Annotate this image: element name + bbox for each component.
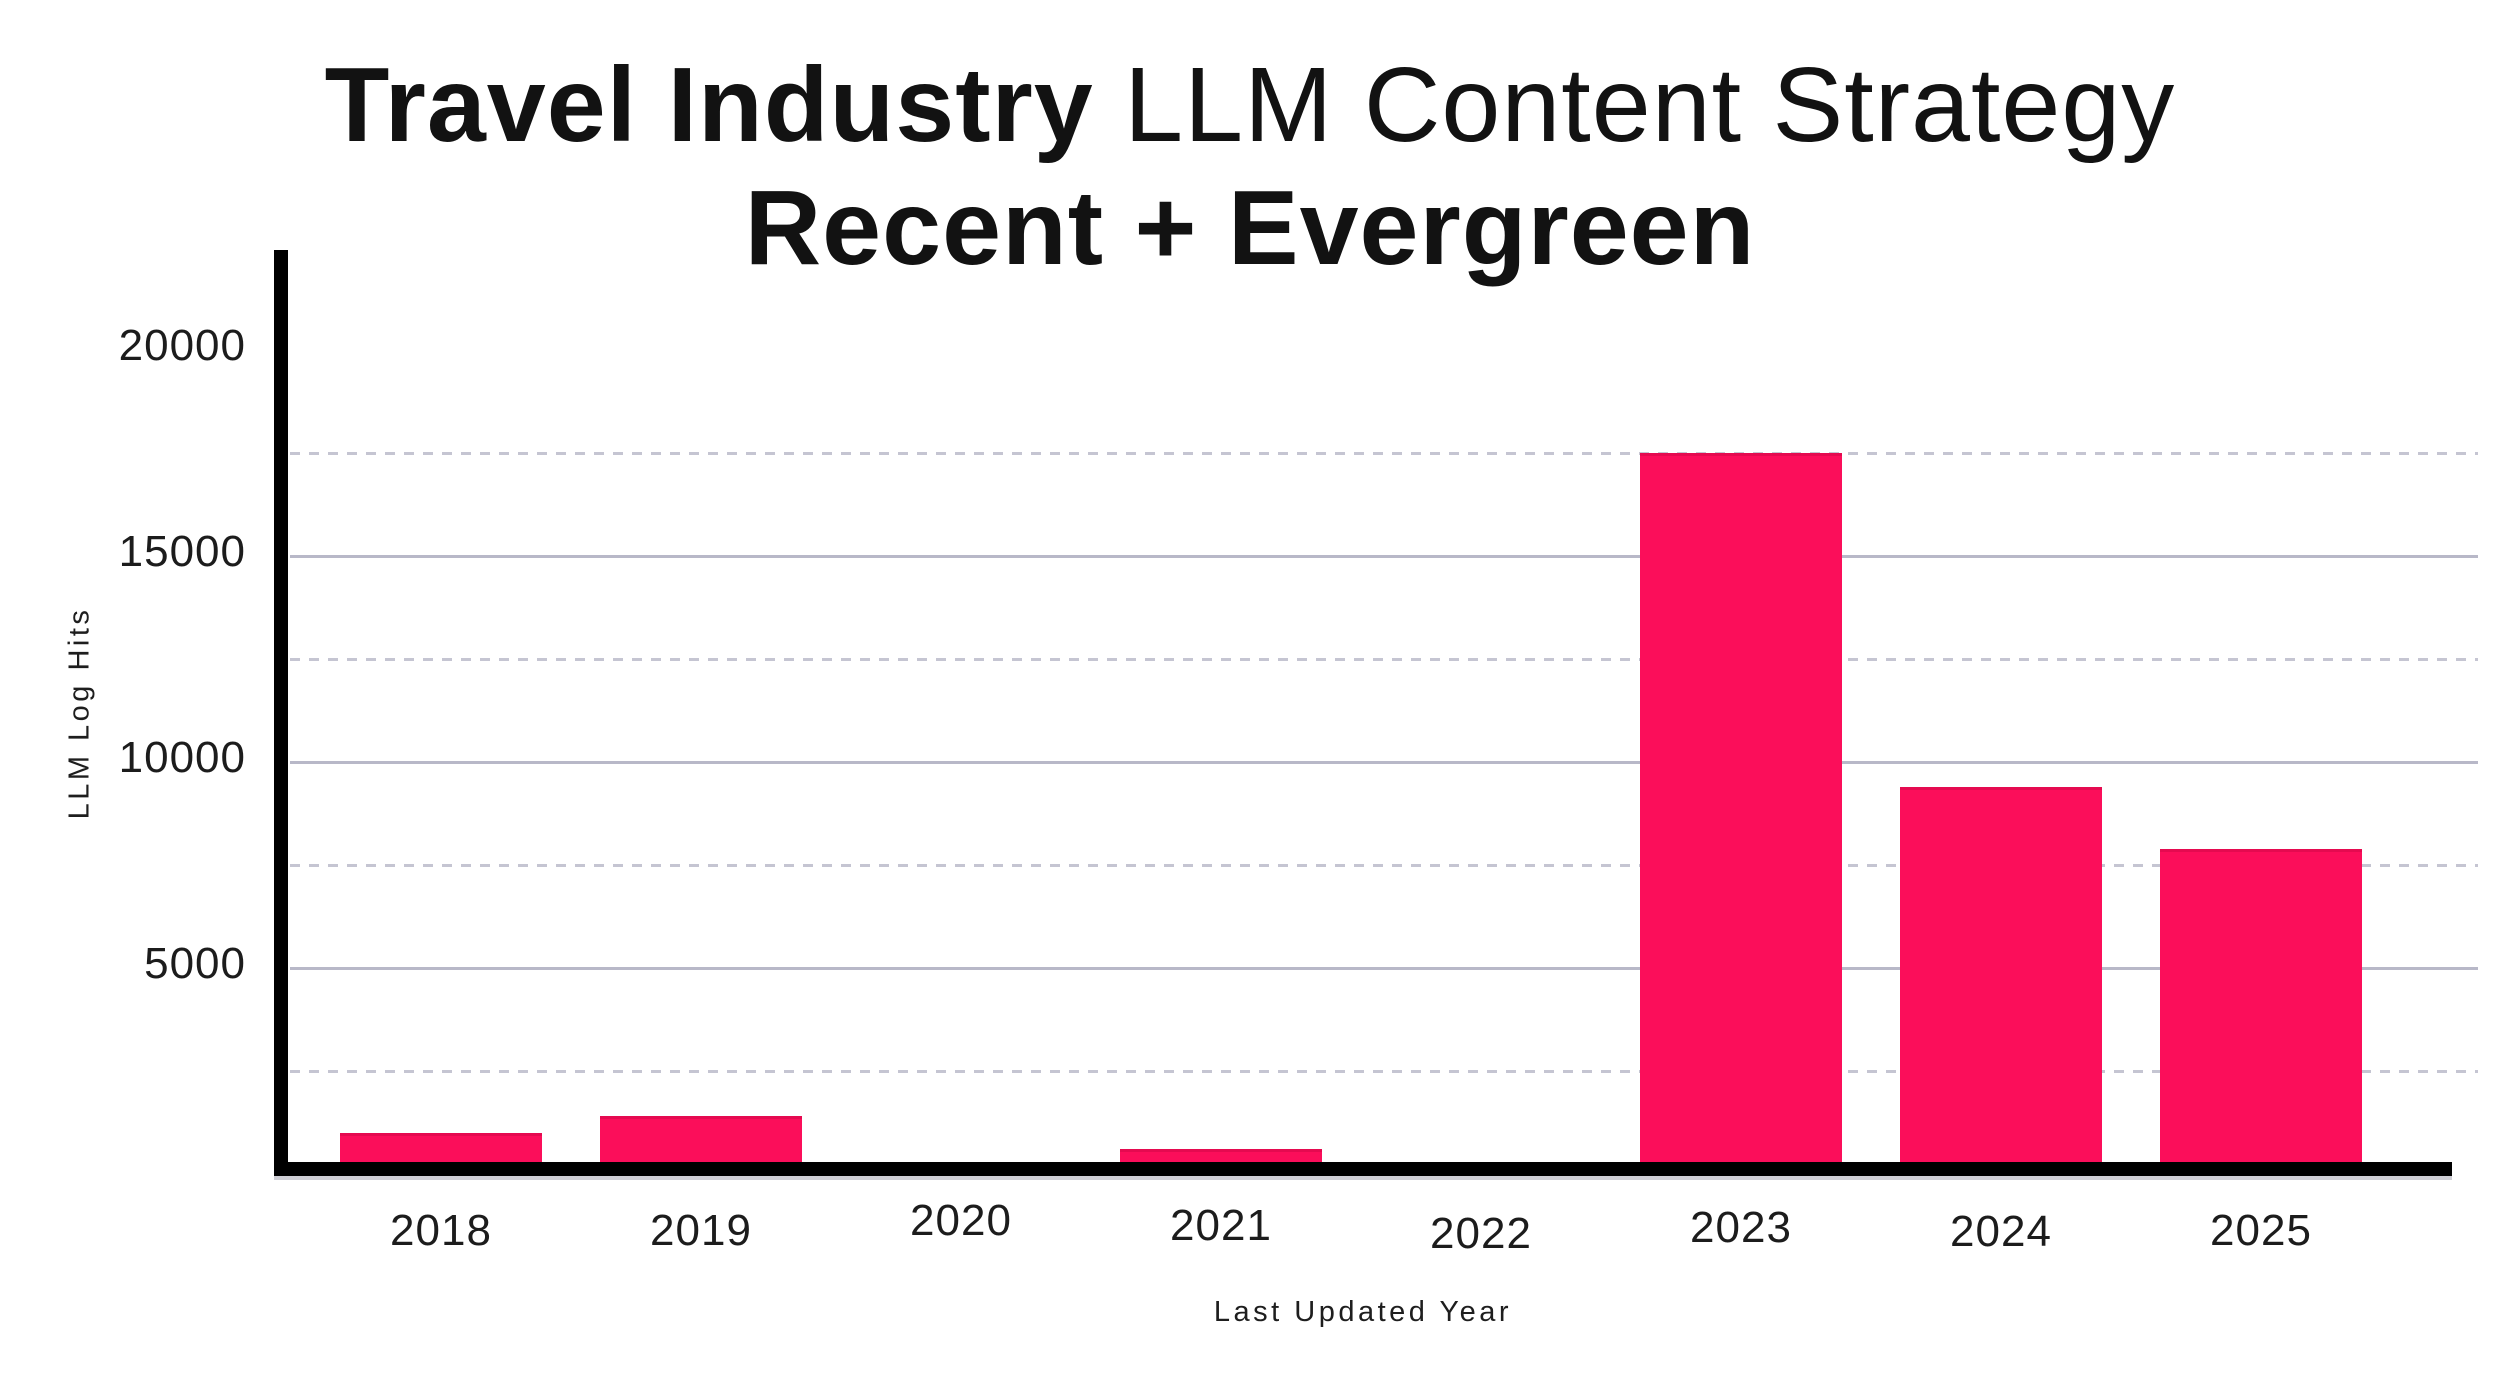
y-tick-label-5000: 5000 [144, 939, 246, 988]
x-axis-title: Last Updated Year [1213, 1296, 1513, 1328]
bar-2025 [2160, 848, 2362, 1162]
bar-2024 [1900, 786, 2102, 1162]
major-gridline-15000 [290, 554, 2478, 558]
x-tick-label-2020: 2020 [910, 1196, 1012, 1245]
x-tick-label-2018: 2018 [390, 1206, 492, 1255]
x-tick-label-2023: 2023 [1690, 1203, 1792, 1252]
chart-title-emphasis: Travel Industry [324, 46, 1094, 164]
y-axis-spine [274, 250, 288, 1176]
x-axis-line [274, 1162, 2452, 1176]
minor-gridline-17500 [290, 451, 2478, 455]
major-gridline-10000 [290, 760, 2478, 764]
bar-2018 [340, 1132, 542, 1162]
y-tick-label-15000: 15000 [118, 527, 246, 576]
chart-title-line1: Travel Industry LLM Content Strategy [0, 52, 2500, 158]
major-gridline-5000 [290, 966, 2478, 970]
y-tick-label-20000: 20000 [118, 321, 246, 370]
bar-2021 [1120, 1149, 1322, 1162]
x-tick-label-2019: 2019 [650, 1206, 752, 1255]
chart-title-line2: Recent + Evergreen [744, 169, 1756, 287]
minor-gridline-12500 [290, 657, 2478, 661]
chart-title-rest: LLM Content Strategy [1093, 46, 2176, 164]
bar-2019 [600, 1116, 802, 1162]
minor-gridline-2500 [290, 1069, 2478, 1073]
x-tick-label-2024: 2024 [1950, 1207, 2052, 1256]
y-tick-label-10000: 10000 [118, 733, 246, 782]
x-tick-label-2025: 2025 [2210, 1206, 2312, 1255]
bar-2023 [1640, 453, 1842, 1162]
x-tick-label-2022: 2022 [1430, 1209, 1532, 1258]
x-tick-label-2021: 2021 [1170, 1201, 1272, 1250]
minor-gridline-7500 [290, 863, 2478, 867]
x-axis-shadow [274, 1176, 2452, 1180]
